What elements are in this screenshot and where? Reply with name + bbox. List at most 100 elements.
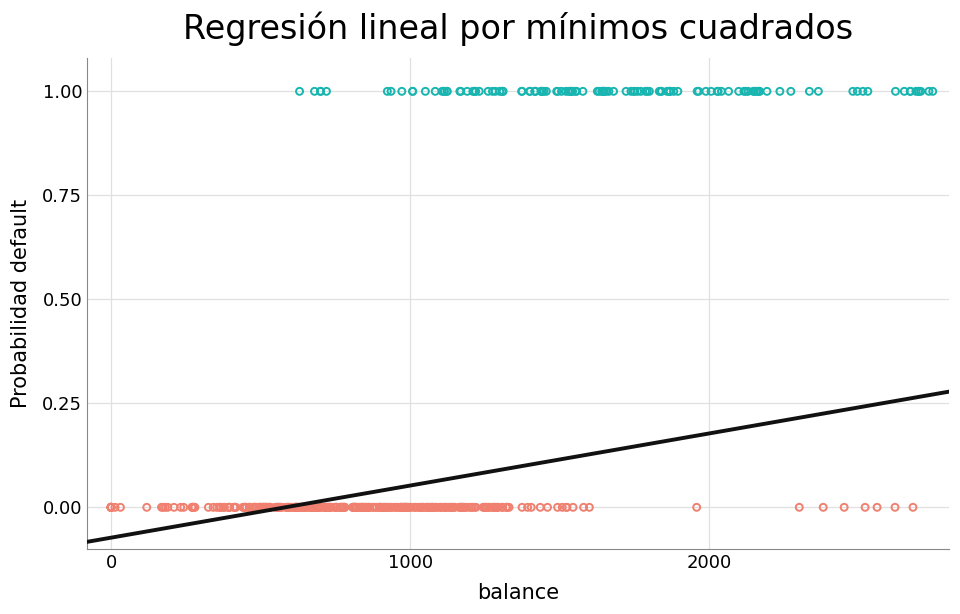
Point — [501, 502, 516, 512]
Point — [527, 87, 542, 96]
Point — [348, 502, 363, 512]
Point — [256, 502, 272, 512]
Point — [160, 502, 176, 512]
Point — [641, 87, 657, 96]
Point — [467, 87, 482, 96]
Point — [452, 87, 468, 96]
Point — [438, 502, 453, 512]
Point — [317, 502, 332, 512]
Point — [595, 87, 611, 96]
Point — [235, 502, 251, 512]
Point — [594, 87, 610, 96]
Point — [396, 502, 411, 512]
Point — [759, 87, 775, 96]
Point — [247, 502, 262, 512]
Point — [564, 87, 580, 96]
Point — [242, 502, 257, 512]
Point — [334, 502, 349, 512]
Point — [262, 502, 277, 512]
Point — [273, 502, 288, 512]
Point — [262, 502, 277, 512]
Point — [429, 502, 444, 512]
Point — [746, 87, 761, 96]
Point — [252, 502, 268, 512]
Point — [653, 87, 668, 96]
Point — [523, 502, 539, 512]
Point — [357, 502, 372, 512]
Point — [290, 502, 305, 512]
Point — [452, 502, 468, 512]
Point — [520, 502, 536, 512]
Point — [554, 87, 569, 96]
Point — [372, 502, 388, 512]
Point — [438, 502, 453, 512]
Point — [389, 502, 404, 512]
Point — [494, 502, 510, 512]
Point — [836, 502, 852, 512]
Point — [591, 87, 607, 96]
Point — [242, 502, 257, 512]
Point — [356, 502, 372, 512]
Point — [749, 87, 764, 96]
Point — [283, 502, 299, 512]
Point — [444, 502, 460, 512]
Point — [418, 87, 433, 96]
Point — [247, 502, 262, 512]
Point — [270, 502, 285, 512]
Point — [252, 502, 267, 512]
Point — [378, 502, 394, 512]
Point — [383, 502, 398, 512]
Point — [383, 87, 398, 96]
Point — [485, 502, 500, 512]
Point — [154, 502, 169, 512]
Point — [564, 87, 580, 96]
Point — [351, 502, 367, 512]
Point — [104, 502, 119, 512]
Point — [310, 502, 325, 512]
Point — [537, 87, 552, 96]
Point — [479, 502, 494, 512]
Point — [288, 502, 303, 512]
Point — [221, 502, 236, 512]
Point — [522, 87, 538, 96]
Point — [396, 502, 412, 512]
Point — [258, 502, 274, 512]
Point — [361, 502, 376, 512]
Point — [424, 502, 440, 512]
Point — [405, 87, 420, 96]
Point — [313, 87, 328, 96]
Point — [395, 502, 410, 512]
Point — [337, 502, 352, 512]
Point — [534, 87, 549, 96]
Point — [533, 502, 548, 512]
Point — [277, 502, 293, 512]
Point — [582, 502, 597, 512]
Point — [104, 502, 119, 512]
Point — [321, 502, 336, 512]
Point — [905, 502, 921, 512]
Point — [911, 87, 926, 96]
Point — [455, 502, 470, 512]
Point — [403, 502, 419, 512]
Point — [704, 87, 719, 96]
Point — [351, 502, 367, 512]
Point — [327, 502, 343, 512]
Point — [421, 502, 437, 512]
Point — [327, 502, 343, 512]
Point — [522, 87, 538, 96]
Point — [527, 87, 542, 96]
Point — [432, 502, 447, 512]
Point — [255, 502, 271, 512]
Point — [410, 502, 425, 512]
Point — [565, 502, 581, 512]
Point — [347, 502, 362, 512]
Point — [428, 502, 444, 512]
Point — [395, 87, 410, 96]
Point — [597, 87, 612, 96]
Point — [185, 502, 201, 512]
Point — [435, 87, 450, 96]
Point — [254, 502, 270, 512]
Point — [334, 502, 349, 512]
Point — [274, 502, 289, 512]
Point — [709, 87, 725, 96]
